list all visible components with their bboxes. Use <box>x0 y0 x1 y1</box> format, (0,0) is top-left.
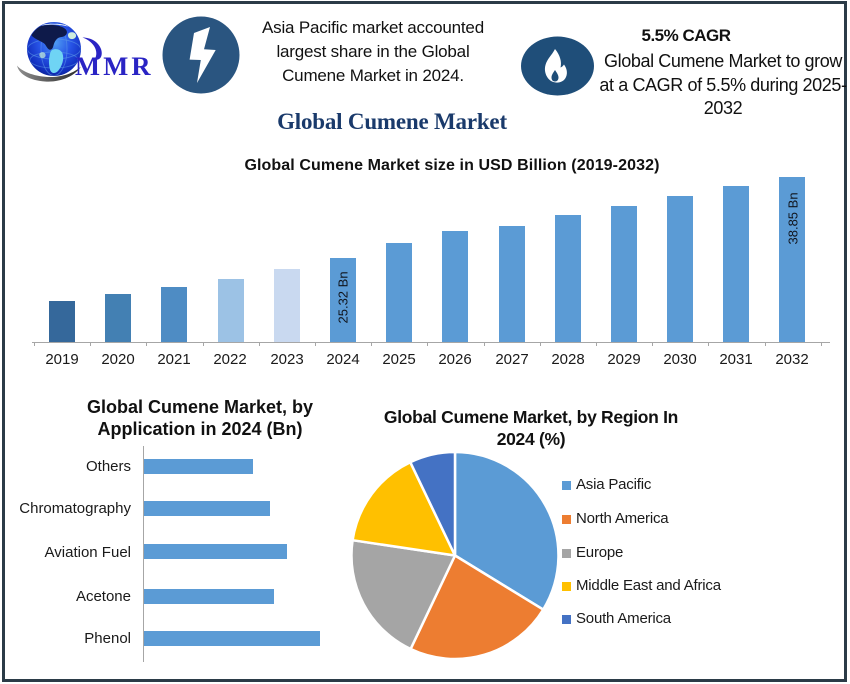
svg-text:MMR: MMR <box>75 51 154 81</box>
